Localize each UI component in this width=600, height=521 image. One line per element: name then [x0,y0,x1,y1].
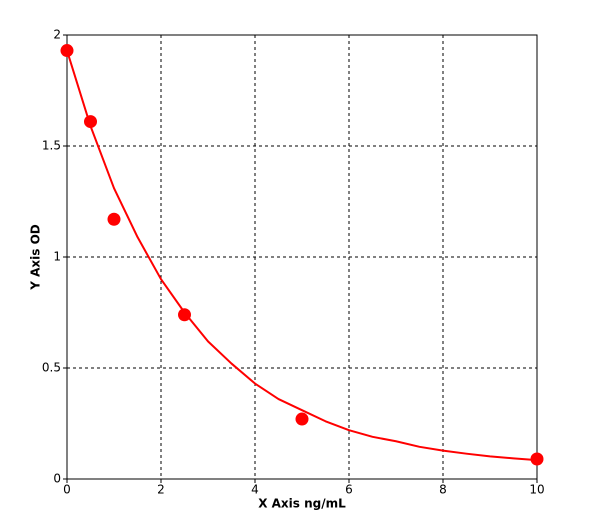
x-axis-title: X Axis ng/mL [258,497,346,511]
x-tick-label: 0 [63,483,71,497]
x-tick-label: 8 [439,483,447,497]
y-tick-label: 2 [53,28,61,42]
y-tick-label: 1 [53,250,61,264]
x-tick-label: 6 [345,483,353,497]
data-point [60,44,74,58]
y-axis-title: Y Axis OD [29,224,43,291]
fit-curve [66,50,538,462]
data-point [107,212,121,226]
x-tick-label: 4 [251,483,259,497]
data-point [84,115,97,129]
data-point [295,412,309,426]
y-tick-label: 0 [53,472,61,486]
data-point [178,308,191,322]
y-tick-label: 1.5 [42,139,61,153]
data-point [530,452,544,466]
y-tick-label: 0.5 [42,361,61,375]
x-tick-label: 10 [529,483,544,497]
x-tick-label: 2 [157,483,165,497]
